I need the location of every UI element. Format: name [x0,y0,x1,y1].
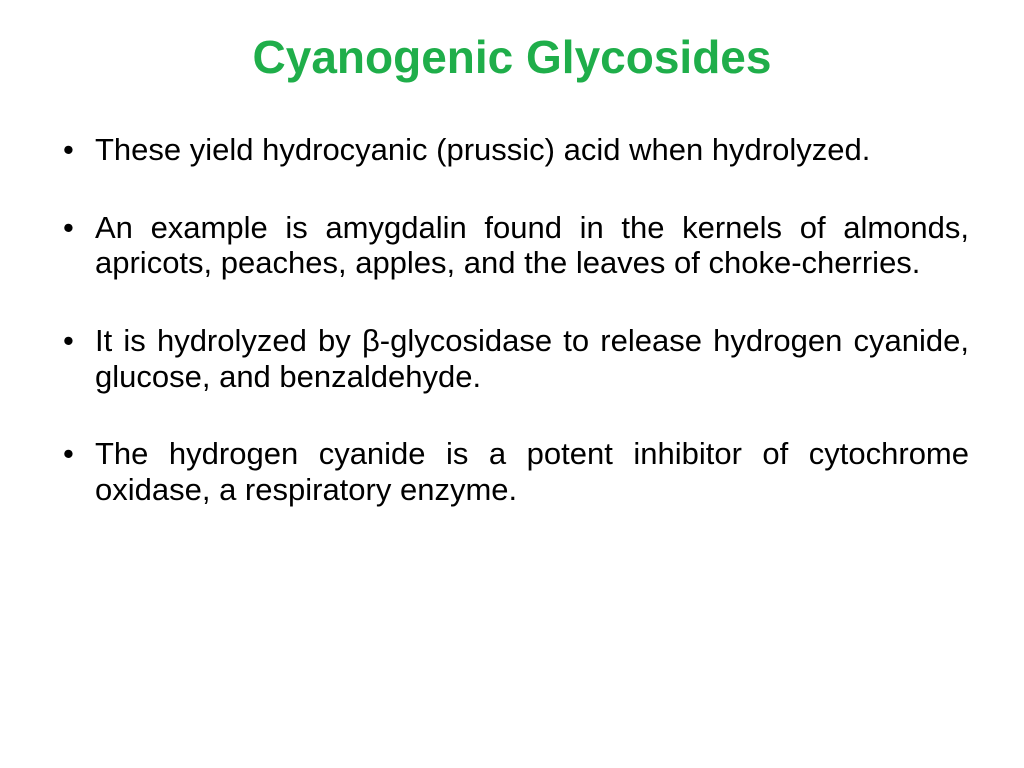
list-item: An example is amygdalin found in the ker… [55,210,969,281]
list-item: These yield hydrocyanic (prussic) acid w… [55,132,969,168]
slide-title: Cyanogenic Glycosides [55,30,969,84]
bullet-list: These yield hydrocyanic (prussic) acid w… [55,132,969,507]
list-item: It is hydrolyzed by β-glycosidase to rel… [55,323,969,394]
list-item: The hydrogen cyanide is a potent inhibit… [55,436,969,507]
